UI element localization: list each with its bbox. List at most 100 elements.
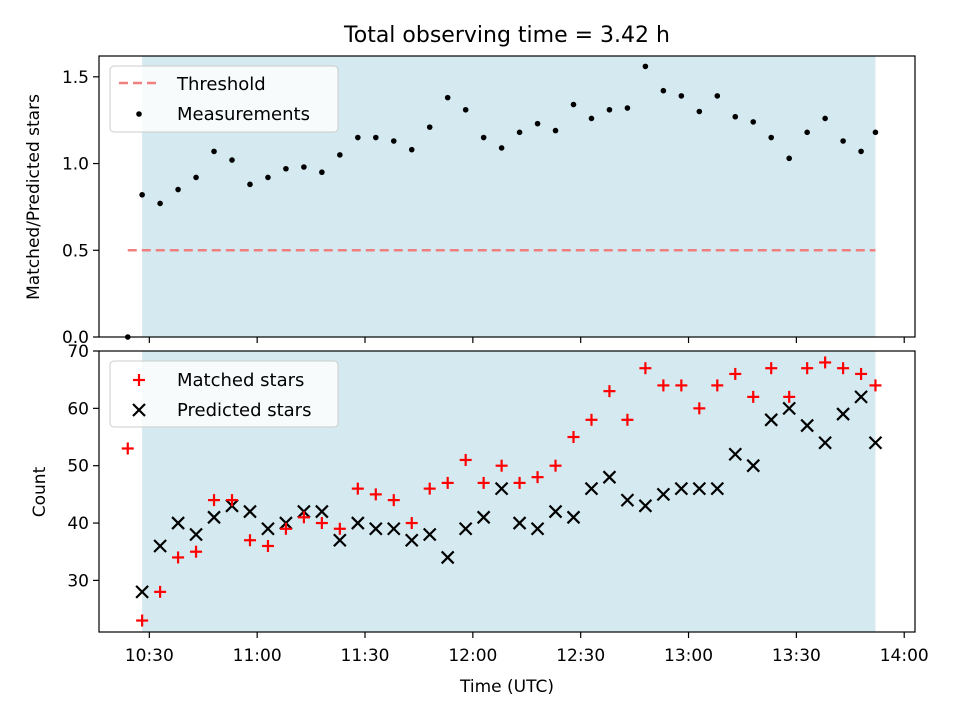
measurement-point [355,134,361,141]
y-tick-label: 1.5 [62,68,89,88]
x-tick-label: 13:30 [772,646,821,666]
predicted-point [261,521,275,536]
predicted-point [243,504,257,519]
y-tick-label: 50 [67,457,89,477]
measurement-point [408,146,415,153]
matched-point [801,362,814,375]
measurement-point [696,108,703,115]
measurement-point [498,145,505,151]
predicted-point [746,458,761,473]
legend-measurements-swatch [136,111,142,117]
matched-point [297,511,310,524]
measurement-point [534,120,541,127]
x-tick-label: 10:30 [125,646,174,666]
matched-point [333,522,346,535]
predicted-point [458,521,473,536]
predicted-point [351,516,365,530]
predicted-point [333,533,347,548]
measurement-point [265,174,271,181]
predicted-point [315,504,329,519]
x-tick-label: 12:00 [448,646,497,666]
predicted-point [135,585,149,599]
legend-predicted-label: Predicted stars [177,400,311,421]
top-y-axis-label: Matched/Predicted stars [24,94,44,300]
predicted-point [566,510,581,525]
matched-point [172,551,185,564]
y-tick-label: 1.0 [62,155,89,175]
matched-point [765,362,778,375]
legend-measurements-label: Measurements [177,104,310,125]
matched-point [549,459,562,472]
predicted-point [602,470,617,484]
predicted-point [674,481,689,496]
matched-point [711,379,724,392]
predicted-point [171,516,185,530]
matched-point [121,442,134,455]
matched-point [869,379,882,392]
measurement-point [390,138,397,144]
predicted-point [710,481,725,496]
matched-point [639,362,652,375]
matched-point [261,539,274,552]
matched-point [190,545,203,558]
measurement-point [768,134,775,141]
predicted-point [620,493,635,507]
measurement-point [714,93,721,99]
matched-point [441,476,454,489]
matched-point [657,379,670,392]
measurement-point [750,119,757,125]
predicted-point [440,550,455,565]
matched-point [279,522,292,535]
legend-predicted-swatch [132,403,146,417]
predicted-point [548,504,563,519]
matched-point [477,476,490,489]
measurement-point [516,129,523,136]
x-tick-label: 13:00 [664,646,713,666]
y-tick-label: 40 [67,514,89,534]
matched-point [369,488,382,501]
chart-title: Total observing time = 3.42 h [343,23,670,48]
measurement-point [732,113,739,120]
legend-matched-swatch [133,374,145,386]
predicted-point [386,521,401,536]
measurement-point [319,169,325,176]
y-tick-label: 70 [67,342,89,362]
matched-point [531,471,544,484]
measurement-point [624,105,631,111]
top-legend: Threshold Measurements [109,65,339,133]
matched-point [783,390,796,403]
measurement-point [337,152,343,158]
matched-point [243,534,256,547]
measurement-point [480,134,487,141]
predicted-point [656,487,671,502]
predicted-point [153,539,167,553]
measurement-point [283,165,289,172]
measurement-point [858,148,864,155]
predicted-point [494,481,509,496]
matched-point [729,367,742,380]
measurement-point [786,155,792,162]
measurement-point [588,115,595,122]
measurement-point [822,115,828,122]
matched-point [513,476,526,489]
matched-point [837,362,850,375]
predicted-point [530,521,545,536]
measurement-point [642,63,649,70]
measurement-point [444,94,451,101]
top-panel-frame [98,55,916,338]
measurement-point [804,129,810,136]
y-tick-label: 0.0 [62,328,89,348]
predicted-point [692,481,707,496]
top-panel: 0.0 0.5 1.0 1.5 Matched/Predicted stars Thr… [24,55,916,348]
matched-point [675,379,688,392]
predicted-point [207,510,221,525]
predicted-point [782,401,796,416]
matched-point [351,482,364,495]
matched-point [154,585,167,598]
y-tick-label: 60 [67,399,89,419]
predicted-point [868,435,883,450]
measurement-point [606,106,613,113]
measurement-point [678,93,685,99]
matched-point [387,494,400,507]
